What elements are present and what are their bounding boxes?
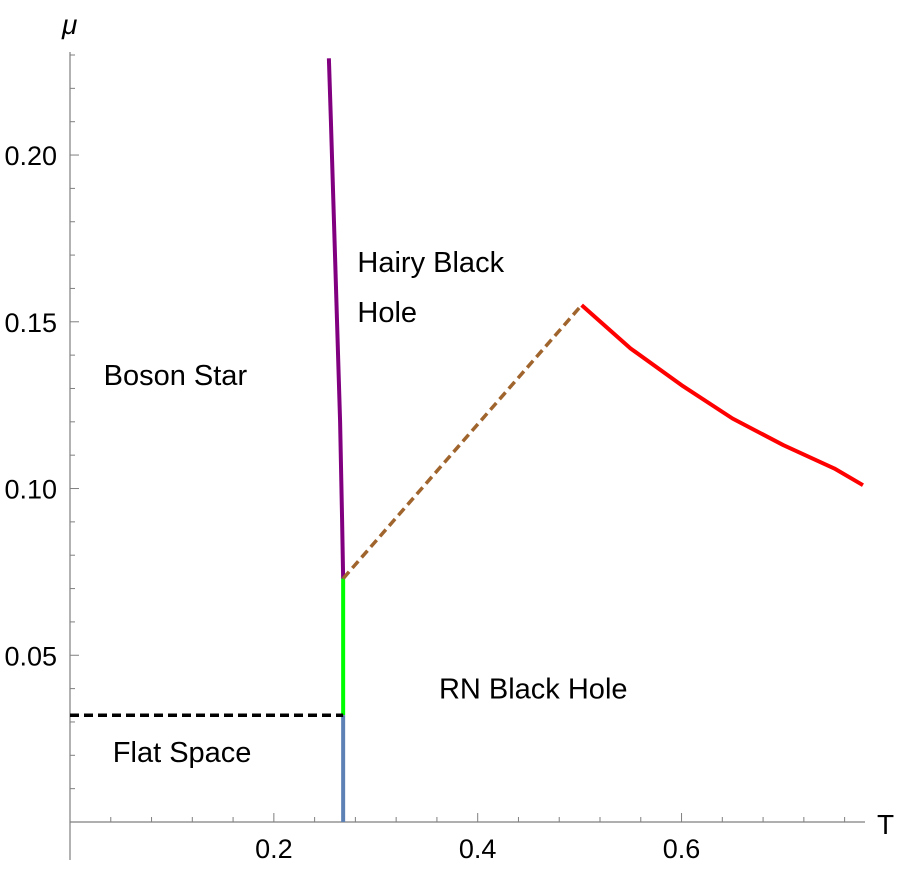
region-label-hairy-1: Hairy Black [357,247,504,279]
y-tick-label: 0.20 [4,141,57,171]
y-axis-label: μ [61,9,77,40]
x-tick-label: 0.4 [459,834,497,864]
region-label-flat: Flat Space [113,737,252,769]
region-label-hairy-2: Hole [357,297,417,329]
series-red-line [580,303,864,487]
x-axis-label: T [877,809,894,840]
y-tick-label: 0.10 [4,475,57,505]
labels: 0.2 0.4 0.6 0.05 0.10 0.15 0.20 Tμ Hairy Black Ho… [4,9,894,864]
series-brown-dashed-line [341,303,583,580]
y-tick-label: 0.15 [4,308,57,338]
region-label-boson: Boson Star [104,360,248,392]
axes [69,52,865,860]
series-purple-line [326,58,346,579]
region-label-rn: RN Black Hole [439,674,628,706]
y-tick-label: 0.05 [4,641,57,671]
ticks [70,54,846,822]
x-tick-label: 0.6 [663,834,701,864]
x-tick-label: 0.2 [255,834,293,864]
curves [70,58,864,822]
